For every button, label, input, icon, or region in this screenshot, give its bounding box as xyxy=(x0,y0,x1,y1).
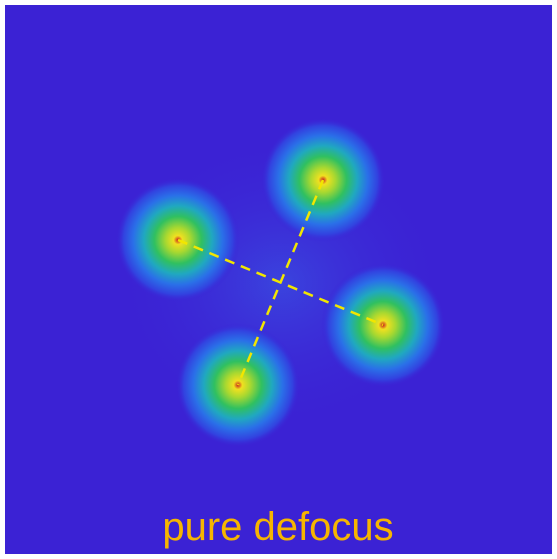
caption: pure defocus xyxy=(162,505,393,549)
figure: pure defocus xyxy=(0,0,557,559)
